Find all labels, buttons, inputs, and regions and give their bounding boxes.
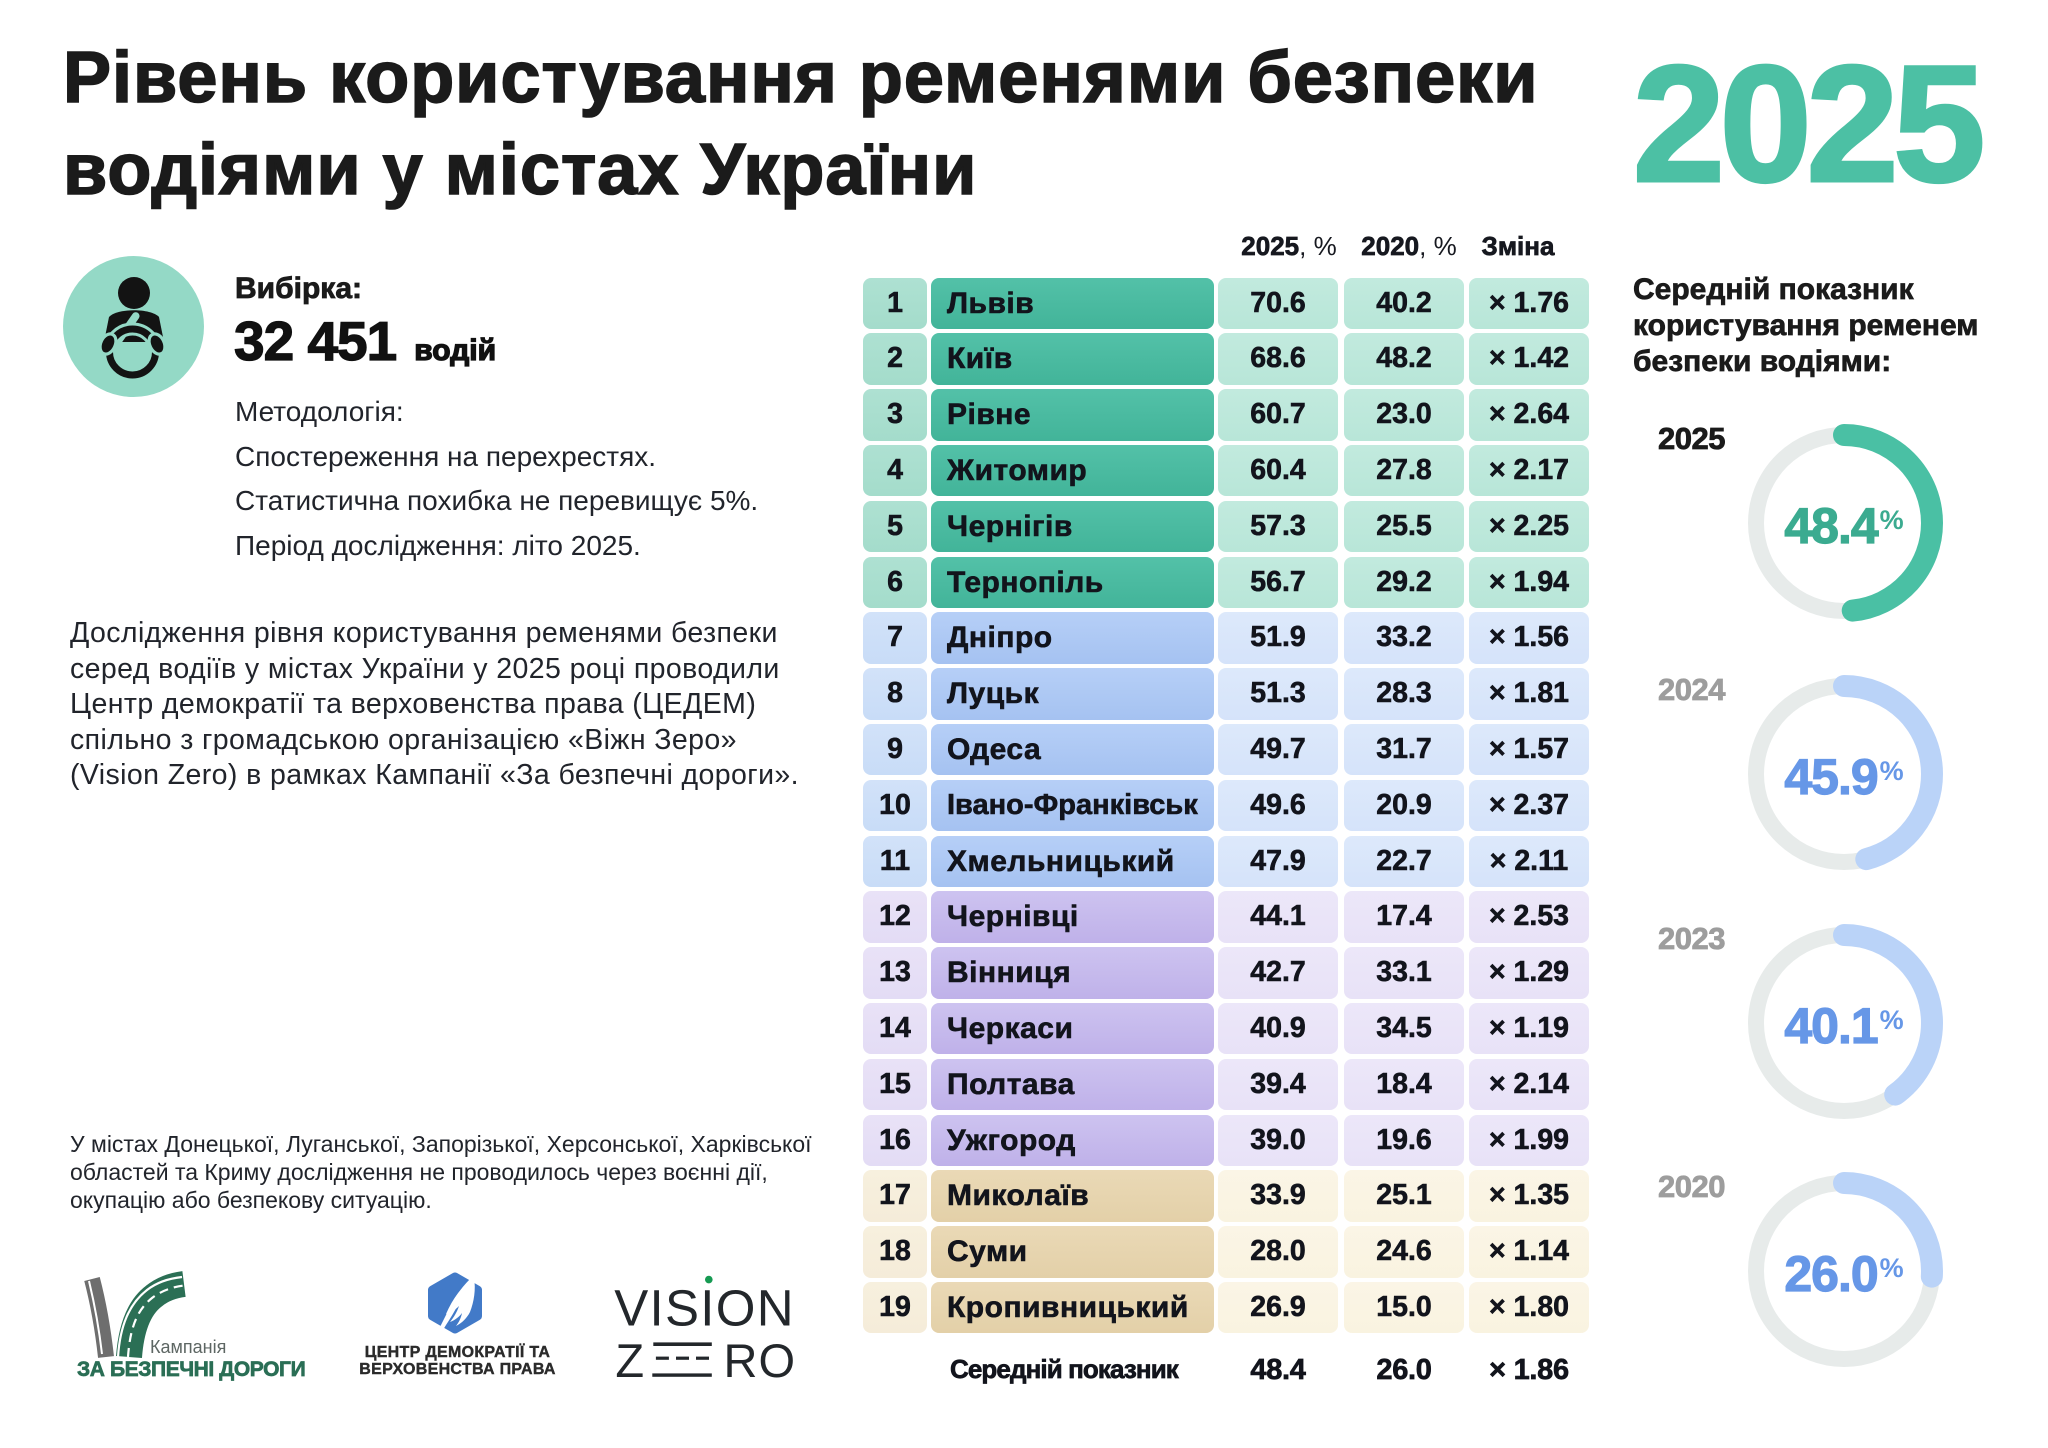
svg-text:O: O <box>759 1334 796 1384</box>
svg-text:R: R <box>724 1334 758 1384</box>
svg-text:Z: Z <box>615 1334 644 1384</box>
svg-text:VISION: VISION <box>614 1280 795 1337</box>
